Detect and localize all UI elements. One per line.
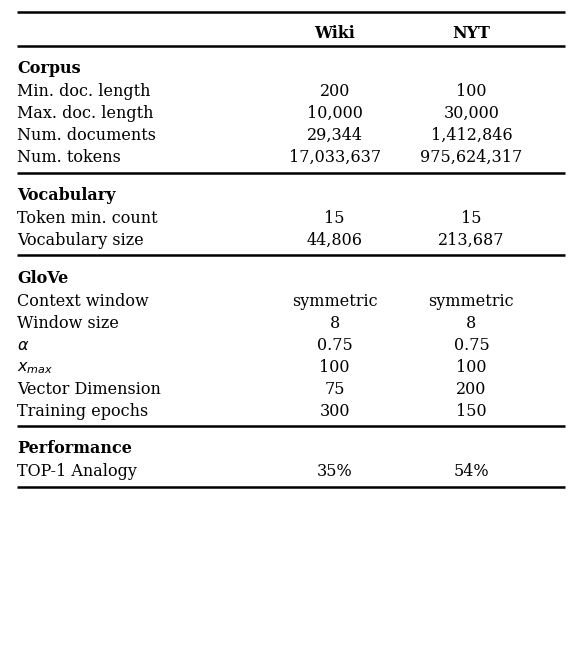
Text: 15: 15 (461, 210, 482, 227)
Text: 300: 300 (320, 402, 350, 420)
Text: Context window: Context window (17, 293, 149, 310)
Text: 100: 100 (320, 359, 350, 376)
Text: 35%: 35% (317, 463, 353, 481)
Text: Corpus: Corpus (17, 60, 81, 77)
Text: 8: 8 (329, 314, 340, 332)
Text: Token min. count: Token min. count (17, 210, 158, 227)
Text: 100: 100 (456, 83, 487, 100)
Text: 29,344: 29,344 (307, 127, 363, 144)
Text: 200: 200 (320, 83, 350, 100)
Text: 44,806: 44,806 (307, 232, 363, 249)
Text: Vocabulary: Vocabulary (17, 187, 116, 204)
Text: TOP-1 Analogy: TOP-1 Analogy (17, 463, 137, 481)
Text: 10,000: 10,000 (307, 105, 363, 122)
Text: Num. documents: Num. documents (17, 127, 157, 144)
Text: Max. doc. length: Max. doc. length (17, 105, 154, 122)
Text: Window size: Window size (17, 314, 119, 332)
Text: 200: 200 (456, 381, 487, 398)
Text: Training epochs: Training epochs (17, 402, 149, 420)
Text: 15: 15 (324, 210, 345, 227)
Text: GloVe: GloVe (17, 269, 69, 287)
Text: Wiki: Wiki (314, 25, 355, 42)
Text: Min. doc. length: Min. doc. length (17, 83, 151, 100)
Text: 75: 75 (324, 381, 345, 398)
Text: Vector Dimension: Vector Dimension (17, 381, 161, 398)
Text: 8: 8 (466, 314, 477, 332)
Text: Performance: Performance (17, 440, 132, 457)
Text: 30,000: 30,000 (443, 105, 499, 122)
Text: $x_{max}$: $x_{max}$ (17, 359, 54, 376)
Text: 975,624,317: 975,624,317 (420, 149, 523, 166)
Text: 0.75: 0.75 (453, 337, 489, 354)
Text: 1,412,846: 1,412,846 (431, 127, 512, 144)
Text: 17,033,637: 17,033,637 (289, 149, 381, 166)
Text: Vocabulary size: Vocabulary size (17, 232, 144, 249)
Text: 54%: 54% (453, 463, 489, 481)
Text: symmetric: symmetric (292, 293, 378, 310)
Text: $\alpha$: $\alpha$ (17, 337, 30, 354)
Text: 150: 150 (456, 402, 487, 420)
Text: 213,687: 213,687 (438, 232, 505, 249)
Text: symmetric: symmetric (428, 293, 514, 310)
Text: 0.75: 0.75 (317, 337, 353, 354)
Text: Num. tokens: Num. tokens (17, 149, 121, 166)
Text: 100: 100 (456, 359, 487, 376)
Text: NYT: NYT (452, 25, 491, 42)
